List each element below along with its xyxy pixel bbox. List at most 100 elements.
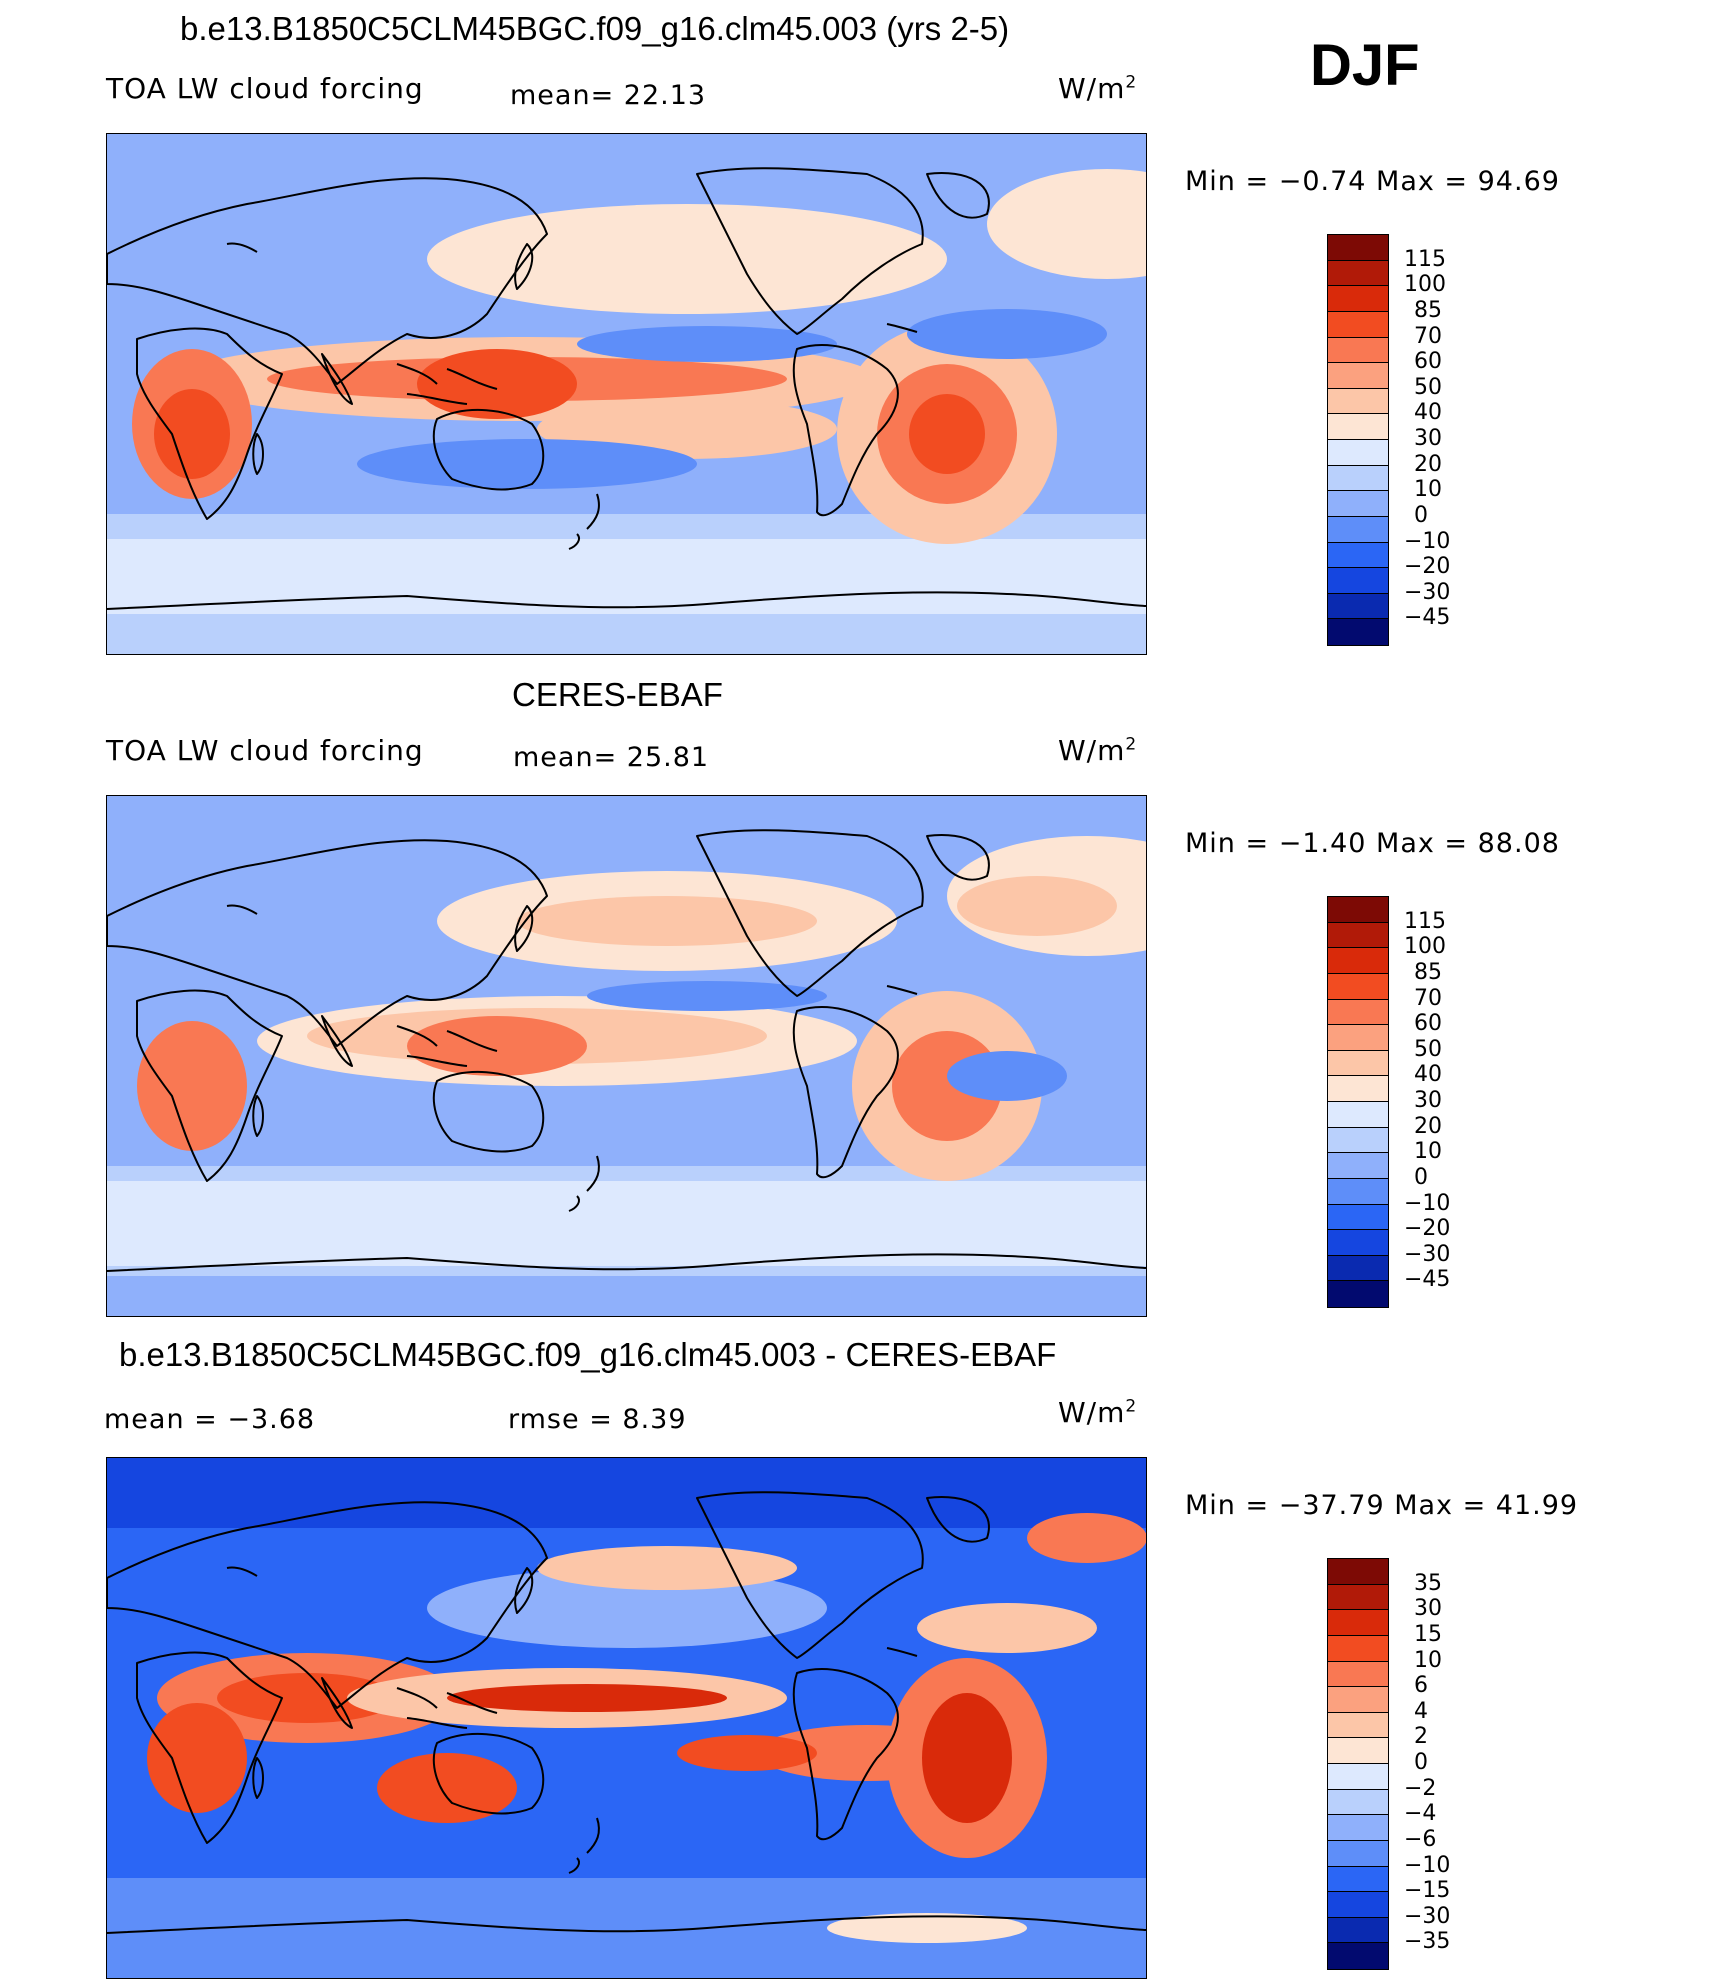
colorbar-tick-label: 15 — [1414, 1621, 1442, 1647]
colorbar-tick-label: 40 — [1414, 400, 1442, 426]
season-label: DJF — [1310, 33, 1420, 98]
panel1-mean: mean= 22.13 — [510, 80, 707, 111]
colorbar-tick-label: 70 — [1414, 985, 1442, 1011]
panel3-map — [106, 1457, 1147, 1979]
colorbar-tick-label: 50 — [1414, 1036, 1442, 1062]
colorbar-swatch — [1328, 235, 1388, 261]
colorbar-tick-label: −10 — [1404, 1852, 1451, 1878]
colorbar-tick-label: −30 — [1404, 1241, 1451, 1267]
colorbar-swatch — [1328, 1661, 1388, 1688]
colorbar-tick-label: −4 — [1404, 1801, 1437, 1827]
panel3-units: W/m2 — [1058, 1396, 1138, 1429]
colorbar-tick-label: 60 — [1414, 1011, 1442, 1037]
colorbar-swatch — [1328, 286, 1388, 312]
panel3-rmse: rmse = 8.39 — [508, 1404, 687, 1435]
colorbar-tick-label: −10 — [1404, 528, 1451, 554]
panel2-colorbar — [1327, 896, 1389, 1308]
colorbar-tick-label: −10 — [1404, 1190, 1451, 1216]
colorbar-tick-label: 30 — [1414, 1088, 1442, 1113]
colorbar-tick-label: −20 — [1404, 1216, 1451, 1242]
colorbar-swatch — [1328, 1764, 1388, 1790]
colorbar-swatch — [1328, 1943, 1388, 1969]
colorbar-tick-label: −15 — [1404, 1878, 1451, 1904]
colorbar-swatch — [1328, 1127, 1388, 1154]
colorbar-swatch — [1328, 922, 1388, 949]
colorbar-tick-label: 20 — [1414, 1113, 1442, 1139]
colorbar-swatch — [1328, 1584, 1388, 1611]
colorbar-tick-label: 60 — [1414, 349, 1442, 375]
colorbar-swatch — [1328, 1281, 1388, 1307]
panel1-colorbar — [1327, 234, 1389, 646]
panel2-units: W/m2 — [1058, 734, 1138, 767]
colorbar-tick-label: 10 — [1414, 1647, 1442, 1673]
colorbar-tick-label: 115 — [1404, 246, 1446, 272]
colorbar-swatch — [1328, 1917, 1388, 1944]
colorbar-swatch — [1328, 1204, 1388, 1231]
colorbar-swatch — [1328, 1892, 1388, 1918]
panel3-mean: mean = −3.68 — [104, 1404, 316, 1435]
colorbar-tick-label: 4 — [1414, 1698, 1428, 1724]
colorbar-swatch — [1328, 491, 1388, 517]
colorbar-swatch — [1328, 1840, 1388, 1867]
colorbar-tick-label: 40 — [1414, 1062, 1442, 1088]
colorbar-swatch — [1328, 414, 1388, 440]
panel2-title: CERES-EBAF — [512, 676, 723, 713]
colorbar-tick-label: 115 — [1404, 908, 1446, 934]
colorbar-tick-label: 85 — [1414, 959, 1442, 985]
panel1-map — [106, 133, 1147, 655]
colorbar-tick-label: −30 — [1404, 579, 1451, 605]
colorbar-tick-label: 50 — [1414, 374, 1442, 400]
panel2-variable: TOA LW cloud forcing — [106, 734, 424, 767]
colorbar-tick-label: −35 — [1404, 1929, 1451, 1955]
panel2-mean: mean= 25.81 — [513, 742, 710, 773]
colorbar-swatch — [1328, 1635, 1388, 1662]
colorbar-tick-label: −30 — [1404, 1903, 1451, 1929]
colorbar-tick-label: 10 — [1414, 477, 1442, 503]
colorbar-tick-label: 30 — [1414, 1596, 1442, 1622]
colorbar-swatch — [1328, 897, 1388, 923]
colorbar-tick-label: 20 — [1414, 451, 1442, 477]
colorbar-tick-label: 2 — [1414, 1724, 1428, 1750]
colorbar-tick-label: −45 — [1404, 1267, 1451, 1293]
colorbar-swatch — [1328, 1153, 1388, 1179]
colorbar-tick-label: 0 — [1414, 1750, 1428, 1775]
colorbar-swatch — [1328, 388, 1388, 415]
colorbar-swatch — [1328, 1025, 1388, 1051]
colorbar-swatch — [1328, 1815, 1388, 1841]
colorbar-swatch — [1328, 948, 1388, 974]
colorbar-swatch — [1328, 311, 1388, 338]
colorbar-tick-label: 10 — [1414, 1139, 1442, 1165]
colorbar-tick-label: 0 — [1414, 502, 1428, 528]
colorbar-swatch — [1328, 260, 1388, 287]
colorbar-swatch — [1328, 1255, 1388, 1282]
colorbar-swatch — [1328, 619, 1388, 645]
colorbar-tick-label: 30 — [1414, 426, 1442, 451]
colorbar-tick-label: 100 — [1404, 934, 1446, 960]
colorbar-tick-label: 35 — [1414, 1570, 1442, 1596]
colorbar-tick-label: 0 — [1414, 1164, 1428, 1190]
panel3-minmax: Min = −37.79 Max = 41.99 — [1185, 1490, 1579, 1521]
panel3-title: b.e13.B1850C5CLM45BGC.f09_g16.clm45.003 … — [119, 1336, 1057, 1373]
panel1-units: W/m2 — [1058, 72, 1138, 105]
colorbar-tick-label: 100 — [1404, 272, 1446, 298]
panel1-variable: TOA LW cloud forcing — [106, 72, 424, 105]
colorbar-swatch — [1328, 1102, 1388, 1128]
colorbar-swatch — [1328, 1789, 1388, 1816]
colorbar-swatch — [1328, 1050, 1388, 1077]
colorbar-tick-label: −45 — [1404, 605, 1451, 631]
colorbar-swatch — [1328, 516, 1388, 543]
panel2-map — [106, 795, 1147, 1317]
colorbar-swatch — [1328, 1712, 1388, 1739]
colorbar-swatch — [1328, 973, 1388, 1000]
colorbar-swatch — [1328, 1687, 1388, 1713]
colorbar-tick-label: 85 — [1414, 297, 1442, 323]
panel1-title: b.e13.B1850C5CLM45BGC.f09_g16.clm45.003 … — [180, 10, 1010, 47]
colorbar-swatch — [1328, 1610, 1388, 1636]
panel2-minmax: Min = −1.40 Max = 88.08 — [1185, 828, 1560, 859]
colorbar-swatch — [1328, 1076, 1388, 1102]
colorbar-swatch — [1328, 1738, 1388, 1764]
colorbar-tick-label: −20 — [1404, 554, 1451, 580]
colorbar-swatch — [1328, 568, 1388, 594]
colorbar-swatch — [1328, 1230, 1388, 1256]
colorbar-swatch — [1328, 363, 1388, 389]
